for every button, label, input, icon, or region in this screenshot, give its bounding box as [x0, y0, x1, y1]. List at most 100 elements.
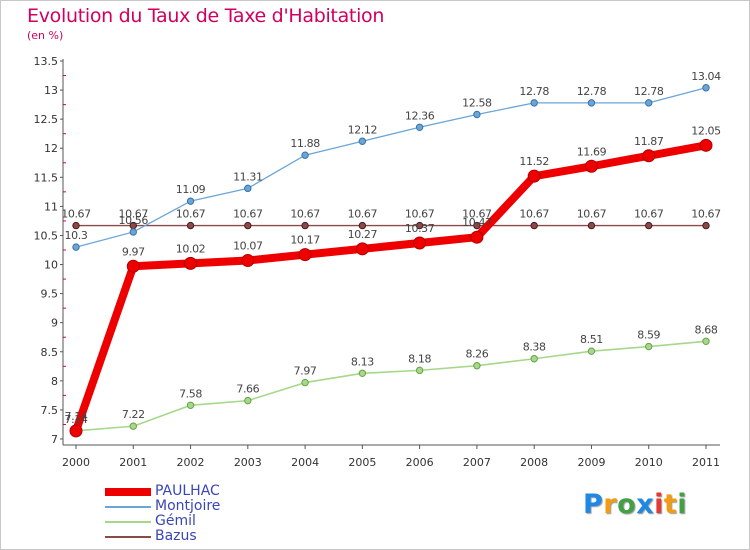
data-point-gmil: [186, 401, 195, 409]
y-tick-label: 13: [44, 84, 58, 97]
x-tick-label: 2009: [577, 456, 605, 469]
data-point-bazus: [702, 221, 710, 230]
proxiti-logo: Proxiti: [583, 489, 687, 520]
data-label-montjoire: 12.78: [577, 85, 607, 98]
legend-label-paulhac: PAULHAC: [155, 483, 220, 499]
data-point-bazus: [415, 221, 424, 230]
data-label-gmil: 8.68: [695, 323, 718, 336]
data-label-bazus: 10.67: [691, 208, 721, 221]
data-label-montjoire: 12.78: [519, 85, 549, 98]
y-tick-label: 10.5: [34, 229, 59, 242]
data-point-montjoire: [301, 151, 309, 159]
x-tick-label: 2010: [635, 456, 663, 469]
data-point-montjoire: [415, 123, 424, 131]
chart-title: Evolution du Taux de Taxe d'Habitation: [27, 5, 385, 27]
data-label-montjoire: 12.58: [462, 97, 492, 110]
data-label-bazus: 10.67: [519, 208, 549, 221]
data-point-bazus: [244, 221, 252, 230]
data-point-montjoire: [645, 99, 653, 107]
data-point-gmil: [415, 366, 424, 375]
data-label-bazus: 10.67: [176, 208, 206, 221]
data-point-bazus: [645, 221, 653, 230]
legend-label-bazus: Bazus: [155, 528, 197, 544]
data-label-gmil: 8.13: [351, 355, 374, 368]
data-point-montjoire: [129, 228, 137, 236]
x-tick-label: 2005: [348, 456, 376, 469]
data-label-bazus: 10.67: [61, 208, 91, 221]
x-tick-label: 2000: [62, 456, 90, 469]
data-label-bazus: 10.67: [462, 208, 492, 221]
data-point-paulhac: [413, 236, 427, 250]
data-point-gmil: [530, 355, 538, 363]
data-point-paulhac: [355, 242, 369, 256]
data-label-paulhac: 7.14: [65, 410, 88, 423]
data-label-gmil: 7.14: [65, 413, 88, 426]
data-label-montjoire: 11.09: [176, 183, 206, 196]
y-tick-label: 9: [51, 317, 58, 330]
y-tick-label: 11: [44, 200, 58, 213]
data-label-bazus: 10.67: [405, 208, 435, 221]
logo-letter: t: [663, 489, 678, 520]
y-tick-label: 11.5: [34, 171, 59, 184]
data-label-bazus: 10.67: [577, 208, 607, 221]
y-tick-label: 8.5: [41, 346, 59, 359]
data-point-gmil: [358, 369, 367, 377]
data-point-bazus: [301, 221, 309, 230]
data-point-paulhac: [699, 138, 713, 152]
data-point-paulhac: [69, 424, 83, 438]
data-label-paulhac: 10.27: [348, 228, 378, 241]
legend-swatch-gmil: [105, 521, 151, 523]
y-tick-label: 12.5: [34, 113, 59, 126]
series-line-gmil: [75, 340, 707, 432]
data-label-montjoire: 12.36: [405, 109, 435, 122]
data-label-paulhac: 11.52: [519, 155, 549, 168]
data-label-paulhac: 10.47: [462, 216, 492, 229]
data-label-paulhac: 10.07: [233, 239, 263, 252]
x-tick-label: 2006: [406, 456, 434, 469]
data-point-montjoire: [186, 197, 195, 205]
data-point-bazus: [530, 221, 538, 230]
data-point-bazus: [72, 221, 80, 230]
data-point-paulhac: [298, 248, 312, 262]
data-label-bazus: 10.67: [634, 208, 664, 221]
data-point-bazus: [473, 221, 481, 230]
data-point-paulhac: [584, 159, 598, 173]
data-point-bazus: [587, 221, 596, 230]
data-label-gmil: 7.66: [236, 383, 259, 396]
data-label-bazus: 10.67: [290, 208, 320, 221]
data-label-montjoire: 10.56: [119, 214, 149, 227]
data-label-paulhac: 11.69: [577, 145, 607, 158]
data-label-paulhac: 10.02: [176, 242, 206, 255]
legend-label-montjoire: Montjoire: [155, 498, 221, 514]
data-label-paulhac: 11.87: [634, 135, 664, 148]
data-point-montjoire: [702, 84, 710, 92]
y-tick-label: 10: [44, 259, 58, 272]
data-point-paulhac: [241, 253, 255, 267]
y-tick-label: 8: [51, 375, 58, 388]
data-label-bazus: 10.67: [348, 208, 378, 221]
data-point-paulhac: [184, 256, 198, 270]
data-point-montjoire: [530, 99, 538, 107]
logo-letter: i: [677, 489, 688, 520]
data-point-gmil: [702, 337, 710, 346]
legend-label-gmil: Gémil: [155, 513, 196, 529]
data-label-bazus: 10.67: [119, 208, 149, 221]
data-point-gmil: [301, 378, 309, 387]
x-tick-label: 2002: [177, 456, 205, 469]
data-label-montjoire: 12.78: [634, 85, 664, 98]
data-label-gmil: 7.22: [122, 408, 145, 421]
y-tick-label: 9.5: [41, 288, 59, 301]
y-tick-label: 7: [51, 433, 58, 446]
logo-letter: i: [654, 489, 664, 520]
data-point-bazus: [186, 221, 195, 230]
logo-letter: o: [617, 489, 637, 520]
data-label-gmil: 8.51: [580, 333, 603, 346]
data-point-paulhac: [126, 259, 140, 273]
data-label-gmil: 8.26: [465, 348, 488, 361]
data-label-paulhac: 10.37: [405, 222, 435, 235]
series-line-montjoire: [75, 87, 707, 248]
data-label-gmil: 8.18: [408, 352, 431, 365]
x-tick-label: 2003: [234, 456, 262, 469]
